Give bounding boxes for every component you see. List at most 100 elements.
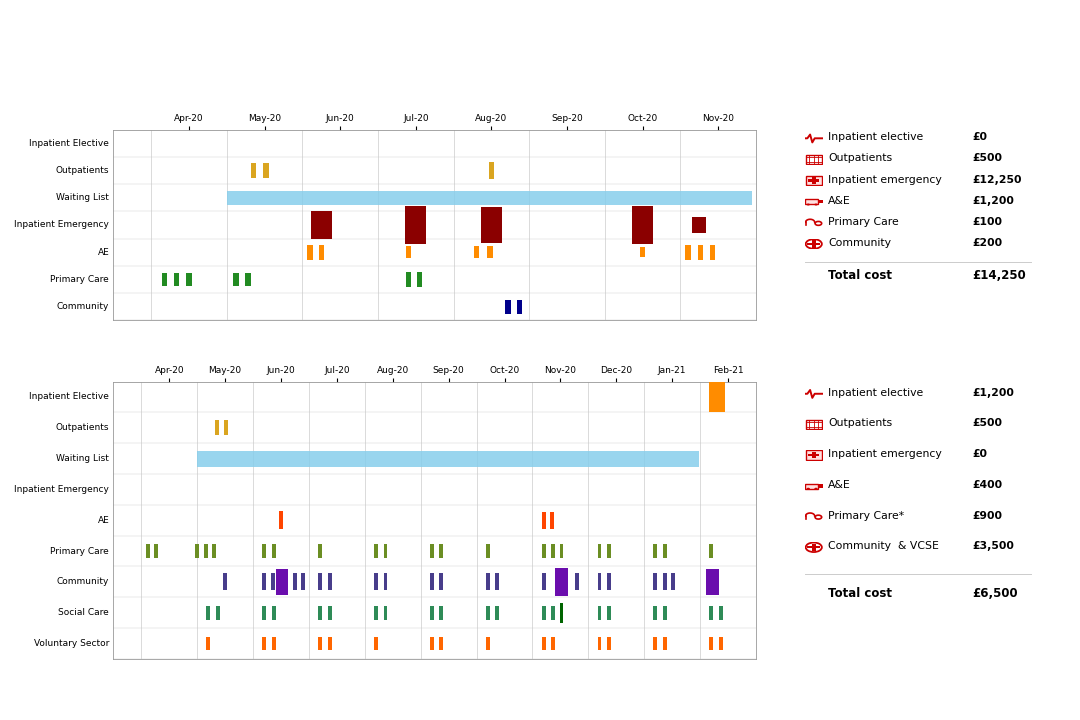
Text: £0: £0	[972, 132, 987, 143]
Text: Community  & VCSE: Community & VCSE	[828, 541, 940, 552]
Bar	[417, 272, 422, 287]
Bar	[383, 544, 388, 558]
Bar	[597, 573, 602, 590]
Bar	[774, 161, 780, 179]
Bar	[607, 573, 611, 590]
Bar	[710, 382, 725, 413]
Bar	[698, 245, 703, 260]
Bar	[542, 544, 545, 558]
Bar	[710, 245, 715, 260]
Bar	[481, 207, 502, 243]
Bar	[486, 606, 489, 619]
Bar	[812, 544, 815, 551]
Bar	[430, 544, 434, 558]
Bar	[204, 544, 207, 558]
Bar	[251, 163, 256, 178]
Bar	[551, 606, 555, 619]
Bar	[272, 544, 276, 558]
Bar	[272, 606, 275, 619]
Bar	[319, 637, 322, 649]
Bar	[440, 544, 444, 558]
Bar	[653, 637, 658, 649]
Text: Primary Care: Primary Care	[828, 217, 900, 227]
Bar	[663, 573, 666, 590]
Bar	[496, 606, 499, 619]
Bar	[706, 569, 718, 595]
Bar	[653, 573, 658, 590]
Text: £3,500: £3,500	[972, 541, 1014, 552]
Text: A&E: A&E	[828, 196, 851, 206]
Bar	[663, 544, 666, 558]
Bar	[187, 273, 191, 287]
Bar	[559, 544, 564, 558]
Text: Inpatient emergency: Inpatient emergency	[828, 449, 942, 459]
Text: Inpatient elective: Inpatient elective	[828, 387, 923, 397]
Bar	[154, 544, 159, 558]
Text: £14,250: £14,250	[972, 269, 1026, 282]
Text: Total cost: Total cost	[828, 269, 892, 282]
Bar	[174, 273, 179, 287]
Text: £12,250: £12,250	[972, 174, 1022, 184]
Bar	[405, 206, 427, 244]
Bar	[607, 606, 611, 619]
Bar	[272, 637, 275, 649]
Text: Inpatient emergency: Inpatient emergency	[828, 174, 942, 184]
Bar	[486, 637, 489, 649]
Bar	[819, 200, 823, 203]
Bar	[489, 161, 494, 179]
Text: £0: £0	[972, 449, 987, 459]
Bar	[719, 606, 723, 619]
Text: Outpatients: Outpatients	[828, 418, 892, 428]
Text: £6,500: £6,500	[972, 588, 1017, 600]
Bar	[262, 544, 267, 558]
Bar	[808, 243, 820, 245]
Bar	[245, 273, 251, 287]
Bar	[374, 573, 378, 590]
Bar	[162, 273, 167, 287]
Bar	[327, 606, 332, 619]
Bar	[276, 569, 288, 595]
Bar	[811, 452, 816, 459]
Bar	[206, 606, 211, 619]
Circle shape	[807, 204, 810, 205]
Bar	[663, 606, 666, 619]
Bar	[559, 603, 564, 623]
Bar	[195, 544, 199, 558]
Bar	[262, 573, 267, 590]
Bar	[487, 246, 492, 258]
Bar	[486, 544, 489, 558]
Bar	[225, 420, 228, 436]
Bar	[262, 606, 267, 619]
Bar	[505, 300, 511, 314]
Bar	[663, 637, 666, 649]
Circle shape	[807, 487, 810, 490]
Bar	[719, 637, 723, 649]
Text: £500: £500	[972, 153, 1002, 163]
Bar	[406, 246, 410, 258]
Bar	[486, 573, 489, 590]
Text: £200: £200	[972, 238, 1002, 248]
Bar	[301, 573, 306, 590]
Text: Outpatients: Outpatients	[828, 153, 892, 163]
Text: Primary Care*: Primary Care*	[828, 510, 904, 521]
Bar	[430, 637, 434, 649]
Bar	[607, 637, 611, 649]
Bar	[672, 573, 675, 590]
Bar	[264, 163, 269, 178]
Bar	[607, 544, 611, 558]
Text: Inpatient elective: Inpatient elective	[828, 132, 923, 143]
Bar	[374, 544, 378, 558]
Bar	[808, 179, 820, 182]
Bar	[440, 606, 444, 619]
Bar	[597, 637, 602, 649]
Bar	[319, 544, 322, 558]
Text: £400: £400	[972, 480, 1002, 490]
Bar	[227, 191, 752, 204]
Text: £1,200: £1,200	[972, 387, 1014, 397]
Bar	[542, 606, 545, 619]
Bar	[551, 637, 555, 649]
Circle shape	[814, 487, 818, 490]
Text: £100: £100	[972, 217, 1002, 227]
Bar	[632, 206, 653, 244]
Bar	[692, 217, 706, 233]
